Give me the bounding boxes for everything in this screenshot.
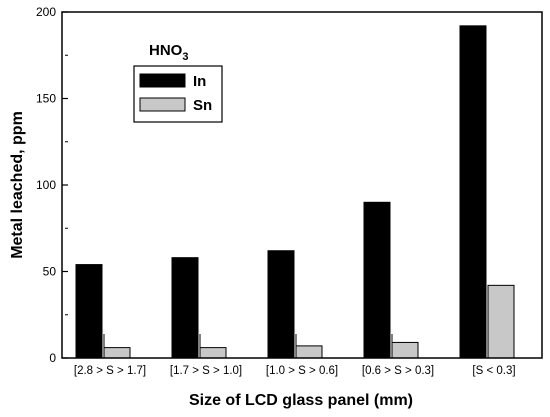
x-category-label: [1.0 > S > 0.6] bbox=[266, 365, 338, 377]
bar-sn-4 bbox=[391, 341, 419, 359]
legend-label-in: In bbox=[193, 73, 206, 90]
y-tick-label: 50 bbox=[43, 265, 57, 279]
y-tick-label: 100 bbox=[36, 178, 56, 192]
y-tick-label: 200 bbox=[36, 5, 56, 19]
bar-sn-5 bbox=[487, 284, 515, 359]
y-axis: 0 50 100 150 200 bbox=[36, 5, 68, 365]
x-category-label: [1.7 > S > 1.0] bbox=[170, 365, 242, 377]
acid-annotation: HNO3 bbox=[149, 42, 188, 63]
x-category-label: [0.6 > S > 0.3] bbox=[362, 365, 434, 377]
x-axis: [2.8 > S > 1.7] [1.7 > S > 1.0] [1.0 > S >… bbox=[74, 365, 516, 377]
y-tick-label: 150 bbox=[36, 92, 56, 106]
bar-sn-3 bbox=[295, 345, 323, 359]
bar-sn-1 bbox=[103, 347, 131, 359]
bars-layer bbox=[75, 25, 515, 359]
acid-annotation-base: HNO bbox=[149, 42, 183, 59]
x-category-label: [S < 0.3] bbox=[472, 365, 515, 377]
acid-annotation-subscript: 3 bbox=[182, 51, 188, 63]
legend-label-sn: Sn bbox=[193, 97, 212, 114]
bar-sn-2 bbox=[199, 347, 227, 359]
x-category-label: [2.8 > S > 1.7] bbox=[74, 365, 146, 377]
legend-swatch-sn bbox=[139, 97, 186, 112]
bar-in-3 bbox=[267, 250, 295, 359]
bar-in-2 bbox=[171, 257, 199, 359]
bar-in-4 bbox=[363, 201, 391, 359]
bar-in-1 bbox=[75, 264, 103, 359]
bar-in-5 bbox=[459, 25, 487, 359]
y-axis-title: Metal leached, ppm bbox=[9, 111, 26, 259]
x-axis-title: Size of LCD glass panel (mm) bbox=[189, 392, 413, 409]
legend: In Sn bbox=[133, 65, 223, 123]
legend-swatch-in bbox=[139, 73, 186, 88]
y-tick-label: 0 bbox=[49, 351, 56, 365]
